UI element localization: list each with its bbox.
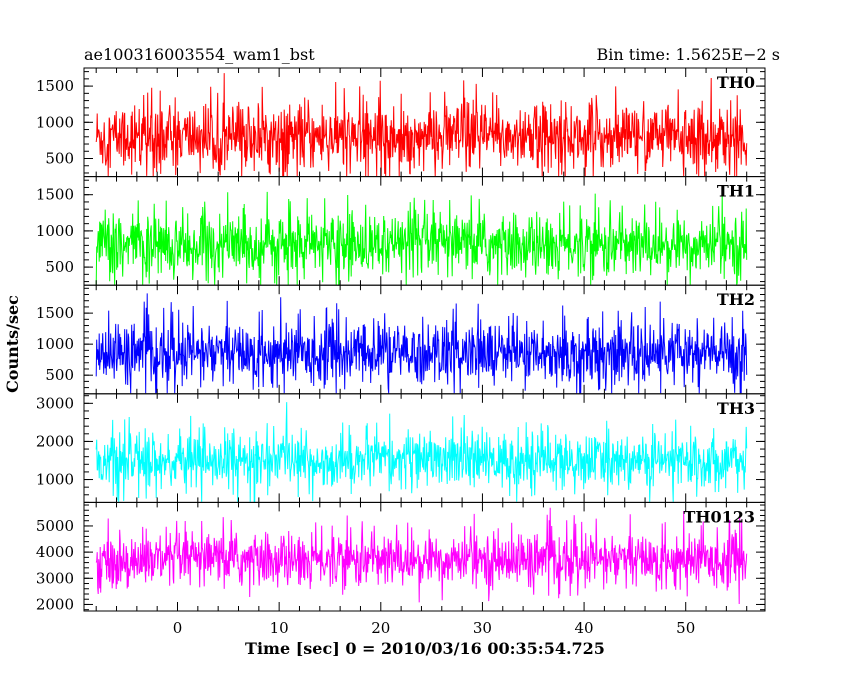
y-tick-label: 3000: [36, 394, 74, 412]
y-tick-label: 1000: [36, 471, 74, 489]
panel-frame: [83, 501, 766, 612]
panels-group: 500 1000 1500 TH0 500 1000 1500 TH1 500 1000 1500 T…: [36, 67, 766, 613]
y-tick-label: 2000: [36, 432, 74, 450]
y-tick-label: 2000: [36, 595, 74, 613]
x-axis: 0 10 20 30 40 50: [173, 619, 696, 637]
x-tick-label: 30: [473, 619, 492, 637]
y-tick-label: 1000: [36, 335, 74, 353]
panel-th2: 500 1000 1500 TH2: [36, 284, 766, 395]
series-th0123-line: [95, 507, 748, 605]
y-tick-label: 500: [45, 150, 74, 168]
series-th1-line: [95, 191, 748, 287]
y-tick-label: 1500: [36, 186, 74, 204]
panel-label-th1: TH1: [717, 182, 755, 201]
y-tick-label: 3000: [36, 569, 74, 587]
x-tick-label: 10: [270, 619, 289, 637]
y-tick-label: 5000: [36, 517, 74, 535]
panel-th0: 500 1000 1500 TH0: [36, 67, 766, 178]
panel-label-th2: TH2: [717, 290, 755, 309]
y-tick-label: 1000: [36, 222, 74, 240]
y-tick-label: 500: [45, 258, 74, 276]
x-tick-label: 40: [575, 619, 594, 637]
panel-label-th3: TH3: [717, 399, 755, 418]
x-tick-label: 20: [371, 619, 390, 637]
bin-time-label: Bin time: 1.5625E−2 s: [597, 45, 780, 64]
y-tick-label: 1500: [36, 304, 74, 322]
y-tick-label: 500: [45, 366, 74, 384]
panel-label-th0: TH0: [717, 73, 755, 92]
panel-th3: 1000 2000 3000 TH3: [36, 393, 766, 503]
panel-th0123: 2000 3000 4000 5000 TH0123: [36, 501, 766, 613]
panel-th1: 500 1000 1500 TH1: [36, 176, 766, 287]
y-tick-label: 1000: [36, 113, 74, 131]
series-th0-line: [95, 73, 748, 177]
y-tick-label: 1500: [36, 77, 74, 95]
x-tick-label: 0: [173, 619, 183, 637]
chart-title: ae100316003554_wam1_bst: [84, 45, 315, 64]
y-tick-label: 4000: [36, 543, 74, 561]
series-th2-line: [95, 293, 748, 394]
series-th3-line: [95, 402, 748, 503]
panel-label-th0123: TH0123: [683, 507, 755, 526]
x-tick-label: 50: [676, 619, 695, 637]
x-axis-label: Time [sec] 0 = 2010/03/16 00:35:54.725: [245, 639, 605, 658]
y-axis-label: Counts/sec: [3, 295, 22, 393]
panel-frame: [83, 284, 766, 395]
panel-frame: [83, 176, 766, 286]
